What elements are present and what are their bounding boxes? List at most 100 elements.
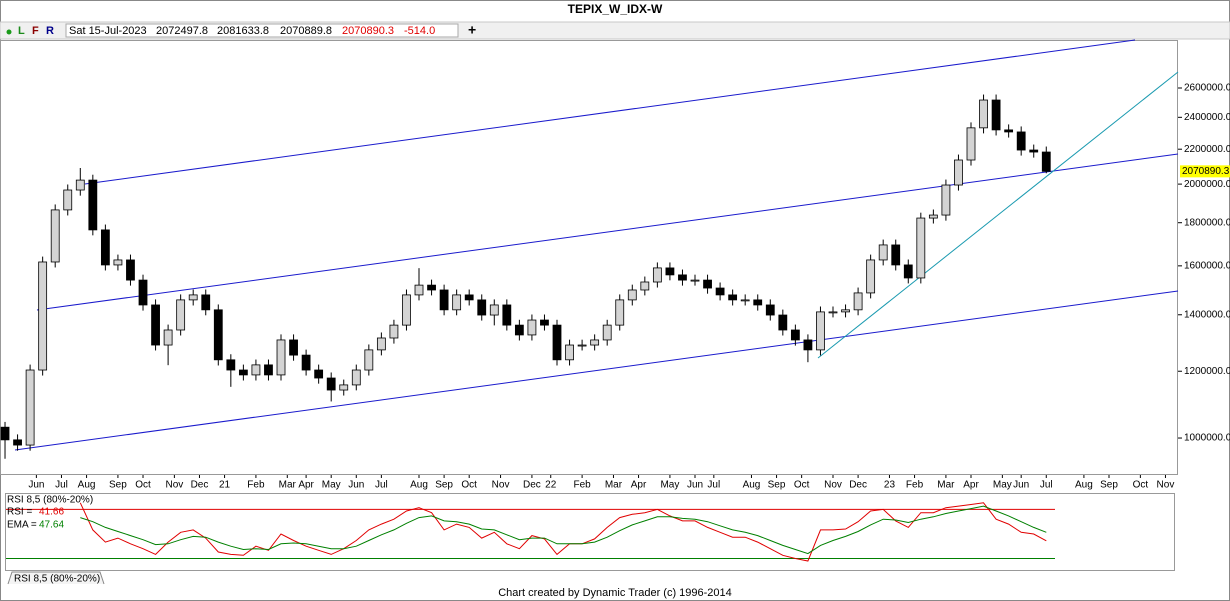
candle-body: [38, 261, 48, 371]
button-l[interactable]: L: [18, 25, 25, 37]
button-r[interactable]: R: [46, 25, 54, 37]
high: 2081633.8: [217, 25, 269, 37]
candle-body: [1041, 151, 1051, 172]
candle-body: [502, 304, 512, 326]
candle-body: [126, 259, 135, 281]
x-tick-label: Oct: [461, 480, 477, 491]
candle-body: [728, 294, 738, 301]
candle-body: [690, 279, 700, 282]
x-tick-label: 21: [219, 480, 231, 491]
candle-body: [276, 339, 286, 376]
x-tick-label: Mar: [279, 480, 297, 491]
x-tick-label: Nov: [165, 480, 183, 491]
add-button[interactable]: +: [468, 22, 476, 38]
legend-value: 41.66: [39, 507, 64, 518]
last-price-label: 2070890.3: [1182, 166, 1230, 177]
candle-body: [452, 294, 462, 311]
x-tick-label: Oct: [1133, 480, 1149, 491]
candle-body: [715, 287, 725, 296]
candle-body: [652, 267, 662, 283]
candle-body: [527, 319, 537, 336]
candle-body: [477, 299, 487, 316]
candle-body: [226, 359, 236, 371]
candle-body: [828, 311, 838, 314]
candle-body: [577, 344, 587, 347]
candle-body: [301, 354, 311, 371]
plot-frame: [0, 40, 1178, 475]
candle-body: [640, 281, 650, 291]
candle-body: [427, 284, 436, 291]
status-dot: [6, 29, 12, 35]
indicator-line: [79, 502, 1047, 562]
x-tick-label: Mar: [605, 480, 623, 491]
y-tick-label: 1000000.0: [1184, 433, 1230, 444]
x-tick-label: Nov: [492, 480, 510, 491]
candle-body: [351, 369, 361, 386]
candle-body: [903, 264, 913, 279]
candle-body: [790, 329, 800, 341]
x-tick-label: 23: [884, 480, 896, 491]
x-tick-label: Apr: [298, 480, 314, 491]
candle-body: [928, 214, 938, 219]
candle-body: [1029, 149, 1039, 153]
legend-name: RSI =: [7, 507, 32, 518]
change: -514.0: [404, 25, 435, 37]
candle-body: [602, 324, 612, 341]
candle-body: [765, 304, 775, 316]
candle-body: [389, 324, 399, 339]
toolbar: L F R Sat 15-Jul-2023 2072497.8 2081633.…: [0, 21, 1230, 40]
rsi-tab-shape[interactable]: [7, 571, 105, 585]
candle-body: [565, 344, 574, 361]
candle-body: [916, 217, 926, 279]
candle-body: [514, 324, 524, 336]
x-tick-label: Dec: [523, 480, 541, 491]
y-tick-label: 1400000.0: [1184, 309, 1230, 320]
candle-body: [326, 377, 336, 391]
candle-body: [891, 244, 901, 266]
candle-body: [151, 304, 160, 346]
trend-line: [817, 71, 1179, 359]
x-tick-label: Nov: [824, 480, 842, 491]
candle-body: [238, 369, 248, 376]
y-tick-label: 2200000.0: [1184, 144, 1230, 155]
y-tick-label: 2400000.0: [1184, 112, 1230, 123]
x-tick-label: Nov: [1157, 480, 1175, 491]
x-tick-label: Jul: [55, 480, 68, 491]
candle-body: [264, 364, 273, 376]
candle-body: [88, 179, 98, 231]
candle-body: [665, 267, 675, 276]
trend-line: [14, 290, 1179, 451]
candle-body: [841, 309, 850, 313]
legend-value: 47.64: [39, 520, 64, 531]
rsi-frame: [5, 493, 1175, 571]
candle-body: [816, 311, 825, 351]
x-tick-label: Jun: [28, 480, 44, 491]
x-tick-label: Apr: [631, 480, 647, 491]
x-tick-label: Sep: [435, 480, 453, 491]
open: 2072497.8: [156, 25, 208, 37]
button-f[interactable]: F: [32, 25, 39, 37]
candle-body: [991, 99, 1001, 131]
x-tick-label: Dec: [849, 480, 867, 491]
candle-body: [803, 339, 813, 351]
x-tick-label: Jul: [375, 480, 388, 491]
candle-body: [163, 329, 173, 346]
candle-body: [364, 349, 374, 371]
x-tick-label: Feb: [247, 480, 265, 491]
x-tick-label: Oct: [135, 480, 151, 491]
candle-body: [63, 189, 73, 211]
low: 2070889.8: [280, 25, 332, 37]
candle-body: [0, 426, 10, 441]
candle-body: [540, 319, 549, 326]
candle-body: [853, 292, 863, 311]
legend-name: EMA =: [7, 520, 37, 531]
candle-body: [176, 299, 186, 331]
candle-body: [627, 289, 637, 301]
x-tick-label: Apr: [963, 480, 979, 491]
candle-body: [100, 229, 110, 266]
candle-body: [740, 299, 750, 302]
x-tick-label: Sep: [1100, 480, 1118, 491]
candle-body: [414, 284, 424, 296]
x-tick-label: Sep: [109, 480, 127, 491]
rsi-tab[interactable]: RSI 8,5 (80%-20%): [14, 574, 100, 585]
